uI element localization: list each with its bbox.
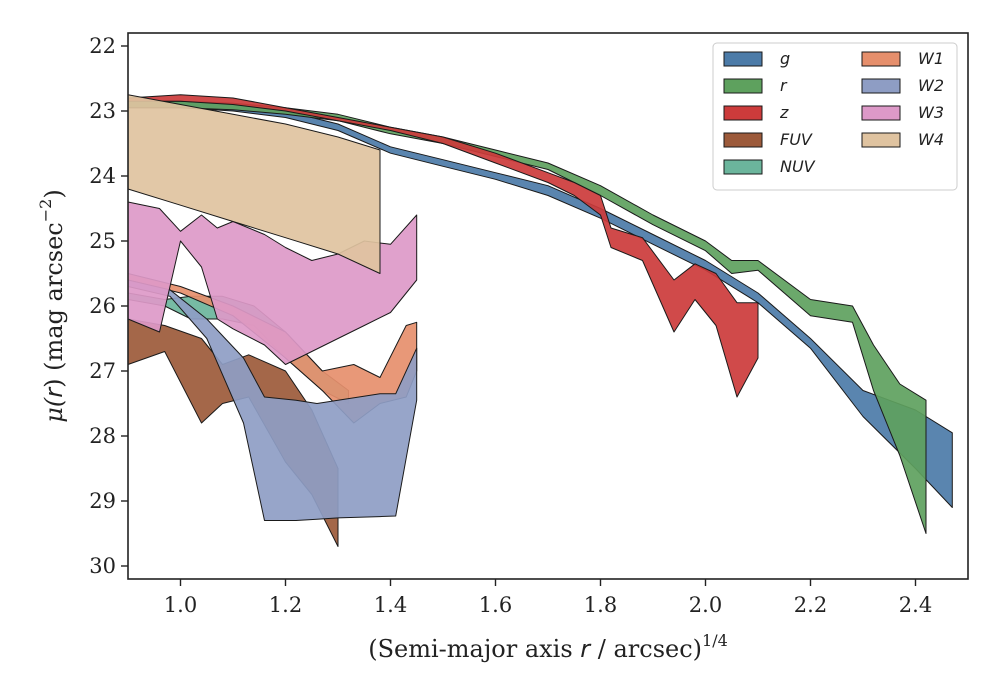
legend-label: FUV — [780, 130, 813, 149]
legend-label: W2 — [918, 76, 944, 95]
y-tick-label: 23 — [89, 99, 116, 123]
band-r — [127, 100, 927, 534]
x-axis-title-part: / arcsec) — [590, 635, 702, 663]
legend-swatch — [861, 78, 901, 94]
x-tick-label: 2.4 — [899, 593, 932, 617]
y-tick-label: 29 — [89, 489, 116, 513]
y-tick-label: 30 — [89, 554, 116, 578]
y-axis-title-close: ) — [40, 189, 68, 198]
band-layer — [127, 94, 953, 547]
legend-label: W1 — [918, 49, 944, 68]
legend-swatch — [861, 105, 901, 121]
band-w3 — [127, 201, 418, 365]
x-axis: 1.0 1.2 1.4 1.6 1.8 2.0 2.2 2.4 — [164, 579, 932, 617]
x-tick-label: 2.0 — [689, 593, 722, 617]
x-tick-label: 1.6 — [479, 593, 512, 617]
band-z — [127, 94, 759, 398]
x-axis-title-part: (Semi-major axis — [368, 635, 580, 663]
y-axis-title-exponent: −2 — [36, 199, 55, 223]
legend-swatch — [723, 51, 763, 67]
x-axis-title-exponent: 1/4 — [702, 631, 728, 650]
x-tick-label: 1.0 — [164, 593, 197, 617]
y-axis-title-part: ) (mag arcsec — [40, 222, 68, 388]
legend-label: NUV — [780, 157, 816, 176]
x-tick-label: 1.8 — [584, 593, 617, 617]
legend-label: W4 — [918, 130, 944, 149]
y-tick-label: 28 — [89, 424, 116, 448]
y-axis-title: μ(r) (mag arcsec−2) — [36, 189, 68, 422]
band-w4 — [127, 94, 381, 274]
legend-label: W3 — [918, 103, 944, 122]
y-tick-label: 24 — [89, 164, 116, 188]
y-tick-label: 22 — [89, 34, 116, 58]
y-tick-label: 26 — [89, 294, 116, 318]
y-axis-title-var: r — [40, 386, 68, 398]
legend-swatch — [861, 132, 901, 148]
legend-swatch — [723, 159, 763, 175]
legend-swatch — [861, 51, 901, 67]
y-axis: 22 23 24 25 26 27 28 29 30 — [89, 34, 128, 578]
x-tick-label: 2.2 — [794, 593, 827, 617]
band-g — [127, 100, 953, 508]
legend-swatch — [723, 78, 763, 94]
legend-label: g — [780, 49, 790, 68]
legend-label: r — [780, 76, 788, 95]
legend-swatch — [723, 105, 763, 121]
legend-label: z — [779, 103, 789, 122]
legend-swatch — [723, 132, 763, 148]
band-w2 — [127, 279, 418, 521]
x-axis-title: (Semi-major axis r / arcsec)1/4 — [368, 631, 728, 663]
y-tick-label: 25 — [89, 229, 116, 253]
x-tick-label: 1.4 — [374, 593, 407, 617]
x-tick-label: 1.2 — [269, 593, 302, 617]
legend: grz FUV NUV W1 W2 W3 W4 — [712, 42, 958, 191]
y-axis-title-part: μ( — [40, 397, 68, 423]
x-axis-title-var: r — [580, 635, 592, 663]
y-tick-label: 27 — [89, 359, 116, 383]
